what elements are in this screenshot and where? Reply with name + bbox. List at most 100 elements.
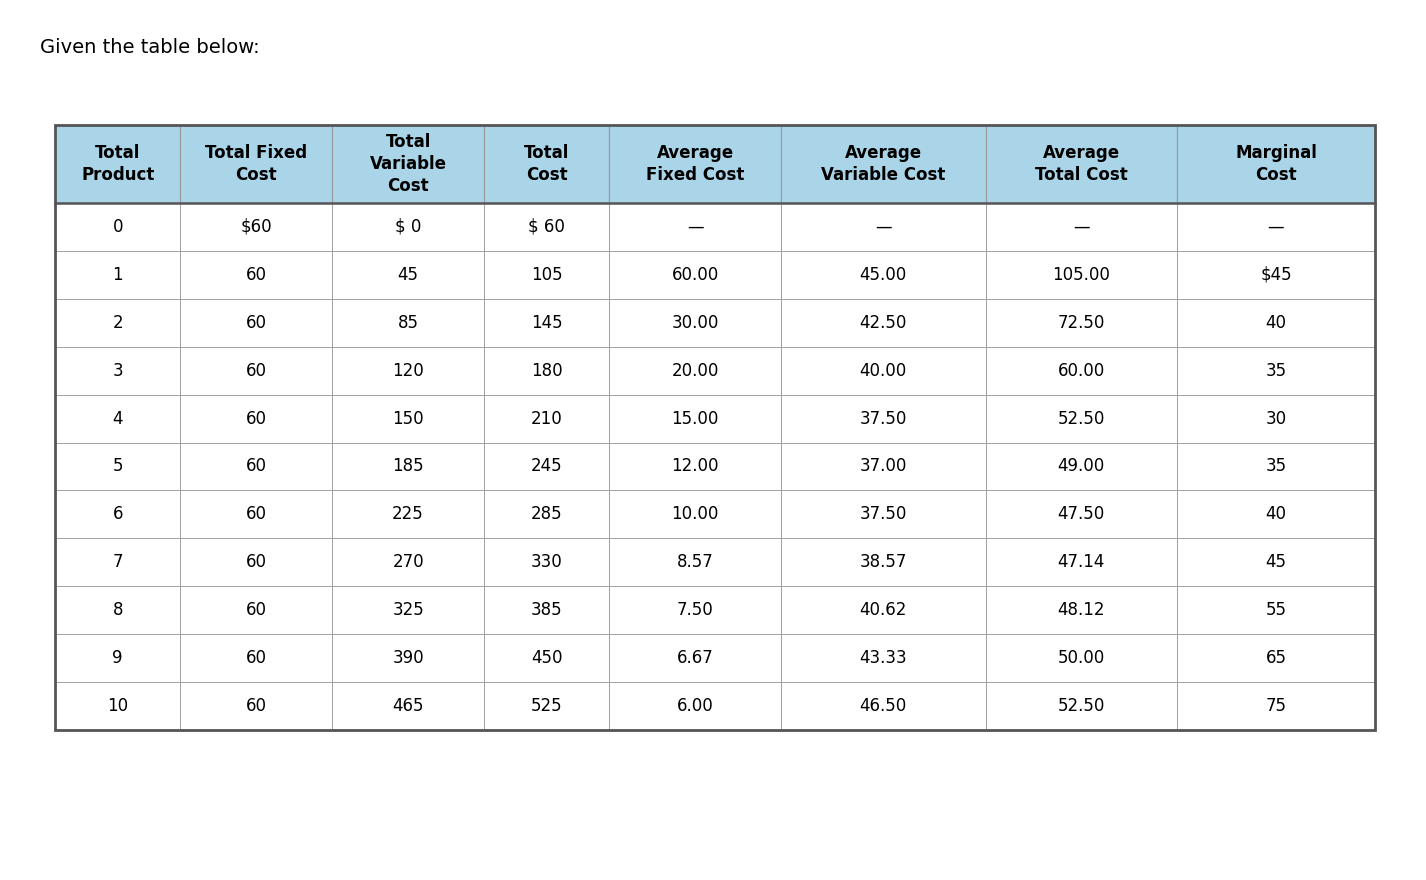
Text: 37.00: 37.00: [860, 458, 907, 475]
Text: 285: 285: [530, 505, 562, 524]
Text: 225: 225: [392, 505, 424, 524]
Text: Given the table below:: Given the table below:: [40, 38, 260, 57]
Text: 20.00: 20.00: [672, 362, 719, 379]
Text: 60: 60: [245, 362, 267, 379]
Bar: [781, 490, 985, 539]
Bar: [1176, 394, 1375, 443]
Text: 37.50: 37.50: [860, 409, 907, 428]
Bar: [985, 203, 1176, 251]
Bar: [985, 299, 1176, 347]
Bar: [56, 490, 181, 539]
Text: 47.50: 47.50: [1058, 505, 1105, 524]
Text: 10: 10: [107, 697, 128, 715]
Bar: [1176, 125, 1375, 203]
Text: 120: 120: [392, 362, 424, 379]
Text: 8: 8: [113, 601, 123, 620]
Text: 35: 35: [1265, 362, 1286, 379]
Bar: [609, 203, 781, 251]
Bar: [483, 586, 609, 634]
Text: 55: 55: [1265, 601, 1286, 620]
Bar: [56, 125, 181, 203]
Bar: [609, 539, 781, 586]
Text: 150: 150: [392, 409, 424, 428]
Text: 180: 180: [530, 362, 562, 379]
Bar: [609, 682, 781, 730]
Bar: [985, 586, 1176, 634]
Bar: [181, 347, 332, 394]
Text: 47.14: 47.14: [1058, 554, 1105, 571]
Text: $ 0: $ 0: [395, 218, 421, 236]
Text: 245: 245: [530, 458, 562, 475]
Text: 3: 3: [113, 362, 123, 379]
Text: 12.00: 12.00: [672, 458, 719, 475]
Bar: [609, 394, 781, 443]
Text: 60: 60: [245, 409, 267, 428]
Text: Average
Variable Cost: Average Variable Cost: [821, 144, 945, 184]
Text: 525: 525: [530, 697, 562, 715]
Text: 60: 60: [245, 649, 267, 667]
Text: 60: 60: [245, 505, 267, 524]
Text: 60: 60: [245, 314, 267, 332]
Text: 60: 60: [245, 266, 267, 284]
Text: 49.00: 49.00: [1058, 458, 1105, 475]
Text: 7: 7: [113, 554, 123, 571]
Text: 105.00: 105.00: [1052, 266, 1111, 284]
Text: 60: 60: [245, 554, 267, 571]
Bar: [181, 443, 332, 490]
Text: 43.33: 43.33: [860, 649, 907, 667]
Text: 145: 145: [530, 314, 562, 332]
Bar: [56, 586, 181, 634]
Text: 2: 2: [113, 314, 123, 332]
Bar: [181, 299, 332, 347]
Text: 270: 270: [392, 554, 424, 571]
Text: 45: 45: [1265, 554, 1286, 571]
Bar: [609, 634, 781, 682]
Bar: [985, 347, 1176, 394]
Text: 6.00: 6.00: [677, 697, 713, 715]
Text: 60: 60: [245, 697, 267, 715]
Bar: [56, 394, 181, 443]
Text: 6.67: 6.67: [677, 649, 713, 667]
Text: 325: 325: [392, 601, 424, 620]
Text: 330: 330: [530, 554, 563, 571]
Bar: [181, 251, 332, 299]
Bar: [332, 299, 483, 347]
Bar: [609, 125, 781, 203]
Text: 450: 450: [530, 649, 562, 667]
Bar: [56, 251, 181, 299]
Bar: [781, 539, 985, 586]
Bar: [1176, 203, 1375, 251]
Text: 40.62: 40.62: [860, 601, 907, 620]
Text: —: —: [687, 218, 703, 236]
Bar: [781, 347, 985, 394]
Bar: [781, 634, 985, 682]
Text: 6: 6: [113, 505, 123, 524]
Text: 85: 85: [398, 314, 419, 332]
Bar: [781, 682, 985, 730]
Bar: [56, 539, 181, 586]
Bar: [985, 539, 1176, 586]
Bar: [1176, 299, 1375, 347]
Bar: [483, 347, 609, 394]
Bar: [1176, 490, 1375, 539]
Bar: [332, 125, 483, 203]
Text: 75: 75: [1265, 697, 1286, 715]
Bar: [781, 299, 985, 347]
Bar: [56, 634, 181, 682]
Bar: [332, 539, 483, 586]
Bar: [985, 443, 1176, 490]
Text: Total Fixed
Cost: Total Fixed Cost: [205, 144, 308, 184]
Text: 60.00: 60.00: [1058, 362, 1105, 379]
Bar: [181, 394, 332, 443]
Bar: [483, 251, 609, 299]
Text: 15.00: 15.00: [672, 409, 719, 428]
Bar: [181, 586, 332, 634]
Bar: [332, 394, 483, 443]
Bar: [332, 682, 483, 730]
Bar: [56, 125, 1375, 730]
Bar: [56, 203, 181, 251]
Text: 45.00: 45.00: [860, 266, 907, 284]
Bar: [609, 251, 781, 299]
Bar: [56, 682, 181, 730]
Bar: [781, 586, 985, 634]
